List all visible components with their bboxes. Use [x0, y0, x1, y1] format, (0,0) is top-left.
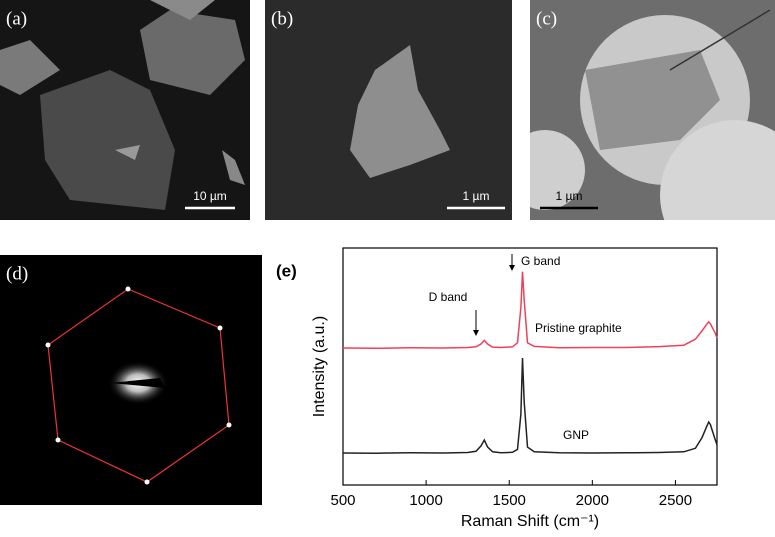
panel-label: (e)	[276, 261, 297, 280]
micrograph-a	[0, 0, 250, 220]
plot-frame	[342, 247, 718, 486]
x-axis-label: Raman Shift (cm⁻¹)	[461, 513, 599, 530]
beam-stop	[110, 378, 165, 388]
micrograph-b	[265, 0, 512, 220]
x-tick-label: 500	[330, 492, 355, 509]
arrow-head	[509, 265, 515, 271]
panel-label: (c)	[536, 8, 557, 29]
panel-label: (a)	[6, 8, 27, 29]
scale-bar-label: 1 µm	[463, 189, 490, 203]
y-axis-label: Intensity (a.u.)	[311, 316, 328, 417]
panel-label: (d)	[6, 263, 28, 284]
series-label: GNP	[563, 428, 589, 442]
series-label: Pristine graphite	[535, 321, 622, 335]
x-tick-label: 1500	[493, 492, 526, 509]
spectrum	[342, 357, 718, 454]
micrograph-c	[530, 0, 775, 220]
x-tick-label: 2500	[659, 492, 692, 509]
annotation: D band	[429, 290, 468, 304]
x-tick-label: 1000	[409, 492, 442, 509]
arrow-head	[473, 330, 479, 336]
panel-label: (b)	[271, 8, 293, 29]
scale-bar-label: 1 µm	[556, 189, 583, 203]
x-tick-label: 2000	[576, 492, 609, 509]
annotation: G band	[521, 254, 560, 268]
scale-bar-label: 10 µm	[193, 189, 227, 203]
spots	[45, 286, 232, 485]
spectrum	[342, 271, 718, 350]
